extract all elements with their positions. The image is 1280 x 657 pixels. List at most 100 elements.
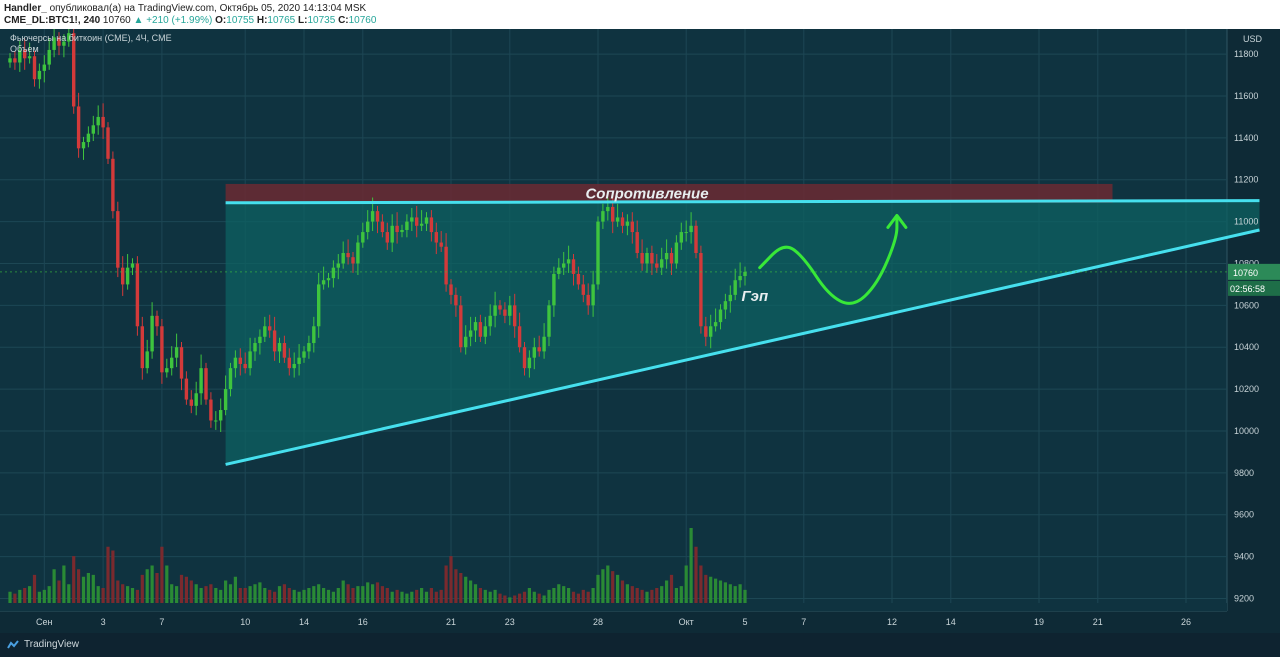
candle[interactable]	[655, 263, 659, 268]
candle[interactable]	[542, 336, 546, 352]
candle[interactable]	[47, 49, 51, 65]
candle[interactable]	[380, 221, 385, 233]
candle[interactable]	[704, 326, 708, 337]
candle[interactable]	[410, 217, 414, 222]
candle[interactable]	[366, 221, 370, 233]
candle[interactable]	[743, 271, 747, 277]
candle[interactable]	[52, 37, 56, 50]
candle[interactable]	[557, 267, 561, 274]
candle[interactable]	[385, 232, 389, 243]
candle[interactable]	[552, 273, 556, 306]
candle[interactable]	[370, 211, 375, 222]
candle[interactable]	[243, 363, 247, 369]
candle[interactable]	[23, 49, 27, 59]
candle[interactable]	[537, 347, 541, 352]
candle[interactable]	[733, 280, 737, 295]
candle[interactable]	[723, 301, 728, 310]
candle[interactable]	[287, 357, 291, 369]
candle[interactable]	[439, 242, 443, 247]
candle[interactable]	[709, 326, 713, 337]
candle[interactable]	[424, 217, 429, 224]
candle[interactable]	[694, 225, 698, 254]
candle[interactable]	[375, 211, 380, 222]
candle[interactable]	[356, 242, 360, 264]
candle[interactable]	[738, 276, 742, 281]
candle[interactable]	[718, 309, 723, 323]
candle[interactable]	[361, 232, 365, 243]
candle[interactable]	[297, 357, 301, 364]
candle[interactable]	[615, 217, 620, 222]
candle[interactable]	[204, 368, 208, 400]
candle[interactable]	[18, 49, 22, 63]
candle[interactable]	[331, 267, 336, 279]
candle[interactable]	[214, 420, 218, 422]
candle[interactable]	[160, 326, 164, 373]
candle[interactable]	[321, 280, 326, 285]
candle[interactable]	[532, 347, 536, 358]
candle[interactable]	[302, 351, 306, 358]
candle[interactable]	[419, 223, 424, 226]
candle[interactable]	[228, 368, 233, 390]
candle[interactable]	[596, 221, 600, 285]
candle[interactable]	[493, 305, 497, 316]
candle[interactable]	[179, 347, 184, 379]
candle[interactable]	[699, 253, 703, 327]
candle[interactable]	[170, 357, 174, 369]
candle[interactable]	[346, 253, 350, 258]
candle[interactable]	[591, 284, 595, 306]
candle[interactable]	[101, 116, 105, 128]
candle[interactable]	[37, 70, 42, 80]
candle[interactable]	[67, 33, 71, 42]
candle[interactable]	[517, 326, 522, 348]
candle[interactable]	[464, 336, 468, 348]
candle[interactable]	[42, 64, 46, 71]
candle[interactable]	[233, 357, 238, 369]
candle[interactable]	[272, 330, 277, 352]
candle[interactable]	[219, 410, 223, 421]
candle[interactable]	[522, 347, 527, 369]
candle[interactable]	[165, 368, 169, 373]
candle[interactable]	[238, 357, 242, 364]
candle[interactable]	[503, 309, 507, 316]
candle[interactable]	[62, 41, 66, 46]
candle[interactable]	[483, 326, 487, 337]
candle[interactable]	[125, 267, 130, 285]
resistance-line[interactable]	[225, 199, 1260, 205]
candle[interactable]	[312, 326, 316, 344]
legend-entry[interactable]: Объем	[10, 44, 39, 54]
candle[interactable]	[562, 263, 566, 268]
candle[interactable]	[13, 58, 17, 63]
candle[interactable]	[155, 315, 159, 327]
candle[interactable]	[96, 116, 100, 126]
candle[interactable]	[581, 284, 585, 295]
candle[interactable]	[395, 225, 399, 233]
candle[interactable]	[571, 259, 576, 274]
candle[interactable]	[86, 133, 91, 143]
candle[interactable]	[645, 253, 649, 264]
candle[interactable]	[317, 284, 321, 327]
candle[interactable]	[679, 232, 683, 243]
candle[interactable]	[106, 127, 110, 159]
candle[interactable]	[611, 206, 615, 222]
candle[interactable]	[111, 158, 115, 212]
candle[interactable]	[640, 253, 644, 264]
candle[interactable]	[121, 267, 125, 285]
candle[interactable]	[473, 322, 478, 331]
candle[interactable]	[454, 294, 458, 306]
candle[interactable]	[8, 58, 12, 63]
candle[interactable]	[635, 232, 639, 254]
candle[interactable]	[130, 263, 135, 268]
candle[interactable]	[194, 393, 198, 406]
candle[interactable]	[566, 259, 571, 264]
candle[interactable]	[326, 278, 331, 281]
candle[interactable]	[248, 351, 252, 369]
candle[interactable]	[277, 343, 282, 352]
candle[interactable]	[27, 56, 32, 59]
publisher-name[interactable]: Handler_	[4, 3, 47, 14]
candle[interactable]	[184, 378, 189, 400]
candle[interactable]	[669, 253, 674, 264]
candle[interactable]	[57, 37, 61, 46]
candle[interactable]	[674, 242, 679, 264]
time-axis[interactable]	[0, 611, 1280, 633]
tradingview-logo[interactable]: TradingView	[6, 639, 79, 650]
